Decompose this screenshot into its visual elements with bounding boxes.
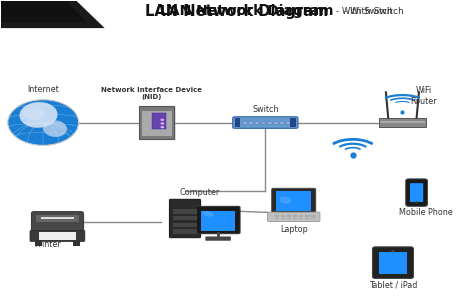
FancyBboxPatch shape [287,218,291,219]
Ellipse shape [19,102,57,128]
FancyBboxPatch shape [268,122,272,124]
FancyBboxPatch shape [139,106,174,139]
Circle shape [391,250,395,252]
Text: Mobile Phone: Mobile Phone [399,208,453,218]
FancyBboxPatch shape [235,118,240,127]
Text: LAN Network Diagram: LAN Network Diagram [146,4,328,19]
FancyBboxPatch shape [286,122,290,124]
FancyBboxPatch shape [293,218,297,219]
FancyBboxPatch shape [274,215,279,217]
FancyBboxPatch shape [36,215,79,222]
FancyBboxPatch shape [274,122,278,124]
FancyBboxPatch shape [305,215,310,217]
Text: Network Interface Device
(NID): Network Interface Device (NID) [101,87,202,100]
Ellipse shape [202,211,214,217]
FancyBboxPatch shape [276,191,311,211]
Text: WiFi
Router: WiFi Router [410,86,437,106]
FancyBboxPatch shape [30,230,85,241]
FancyBboxPatch shape [38,232,76,240]
Circle shape [415,201,419,204]
Text: Internet: Internet [27,84,59,94]
FancyBboxPatch shape [299,218,303,219]
FancyBboxPatch shape [201,211,236,231]
FancyBboxPatch shape [311,215,316,217]
FancyBboxPatch shape [379,252,407,274]
Text: - With Switch: - With Switch [344,7,404,16]
FancyBboxPatch shape [406,179,428,206]
FancyBboxPatch shape [31,212,83,234]
Text: Laptop: Laptop [280,225,308,233]
FancyBboxPatch shape [373,247,413,278]
Circle shape [8,100,79,145]
FancyBboxPatch shape [173,230,197,234]
FancyBboxPatch shape [380,121,425,122]
FancyBboxPatch shape [379,118,426,127]
FancyBboxPatch shape [35,240,42,246]
FancyBboxPatch shape [305,218,310,219]
Text: - With Switch: - With Switch [336,7,393,16]
Text: Switch: Switch [252,105,279,114]
FancyBboxPatch shape [196,206,240,234]
Text: LAN Network Diagram: LAN Network Diagram [160,4,333,18]
FancyBboxPatch shape [281,218,285,219]
Polygon shape [0,1,86,22]
FancyBboxPatch shape [173,223,197,227]
FancyBboxPatch shape [410,183,423,202]
FancyBboxPatch shape [255,122,259,124]
FancyBboxPatch shape [272,188,316,214]
FancyBboxPatch shape [262,122,265,124]
Circle shape [160,122,164,125]
FancyBboxPatch shape [287,215,291,217]
FancyBboxPatch shape [249,122,253,124]
Text: Tablet / iPad: Tablet / iPad [369,280,417,289]
FancyBboxPatch shape [140,107,176,140]
Ellipse shape [279,197,292,204]
FancyBboxPatch shape [274,218,279,219]
FancyBboxPatch shape [73,240,80,246]
FancyBboxPatch shape [280,122,284,124]
Circle shape [23,106,45,120]
Circle shape [160,126,164,128]
FancyBboxPatch shape [173,216,197,220]
FancyBboxPatch shape [205,237,231,241]
FancyBboxPatch shape [142,111,172,136]
Text: Computer: Computer [179,188,219,197]
FancyBboxPatch shape [267,212,320,222]
FancyBboxPatch shape [41,217,74,219]
FancyBboxPatch shape [299,215,303,217]
FancyBboxPatch shape [233,117,298,128]
FancyBboxPatch shape [281,215,285,217]
Circle shape [160,119,164,121]
FancyBboxPatch shape [311,218,316,219]
Polygon shape [0,1,105,28]
FancyBboxPatch shape [169,199,201,238]
FancyBboxPatch shape [291,118,296,127]
FancyBboxPatch shape [293,215,297,217]
FancyBboxPatch shape [243,122,247,124]
FancyBboxPatch shape [152,113,166,129]
Ellipse shape [43,120,67,137]
Text: Printer: Printer [35,240,61,249]
FancyBboxPatch shape [173,209,197,214]
FancyBboxPatch shape [33,214,85,237]
